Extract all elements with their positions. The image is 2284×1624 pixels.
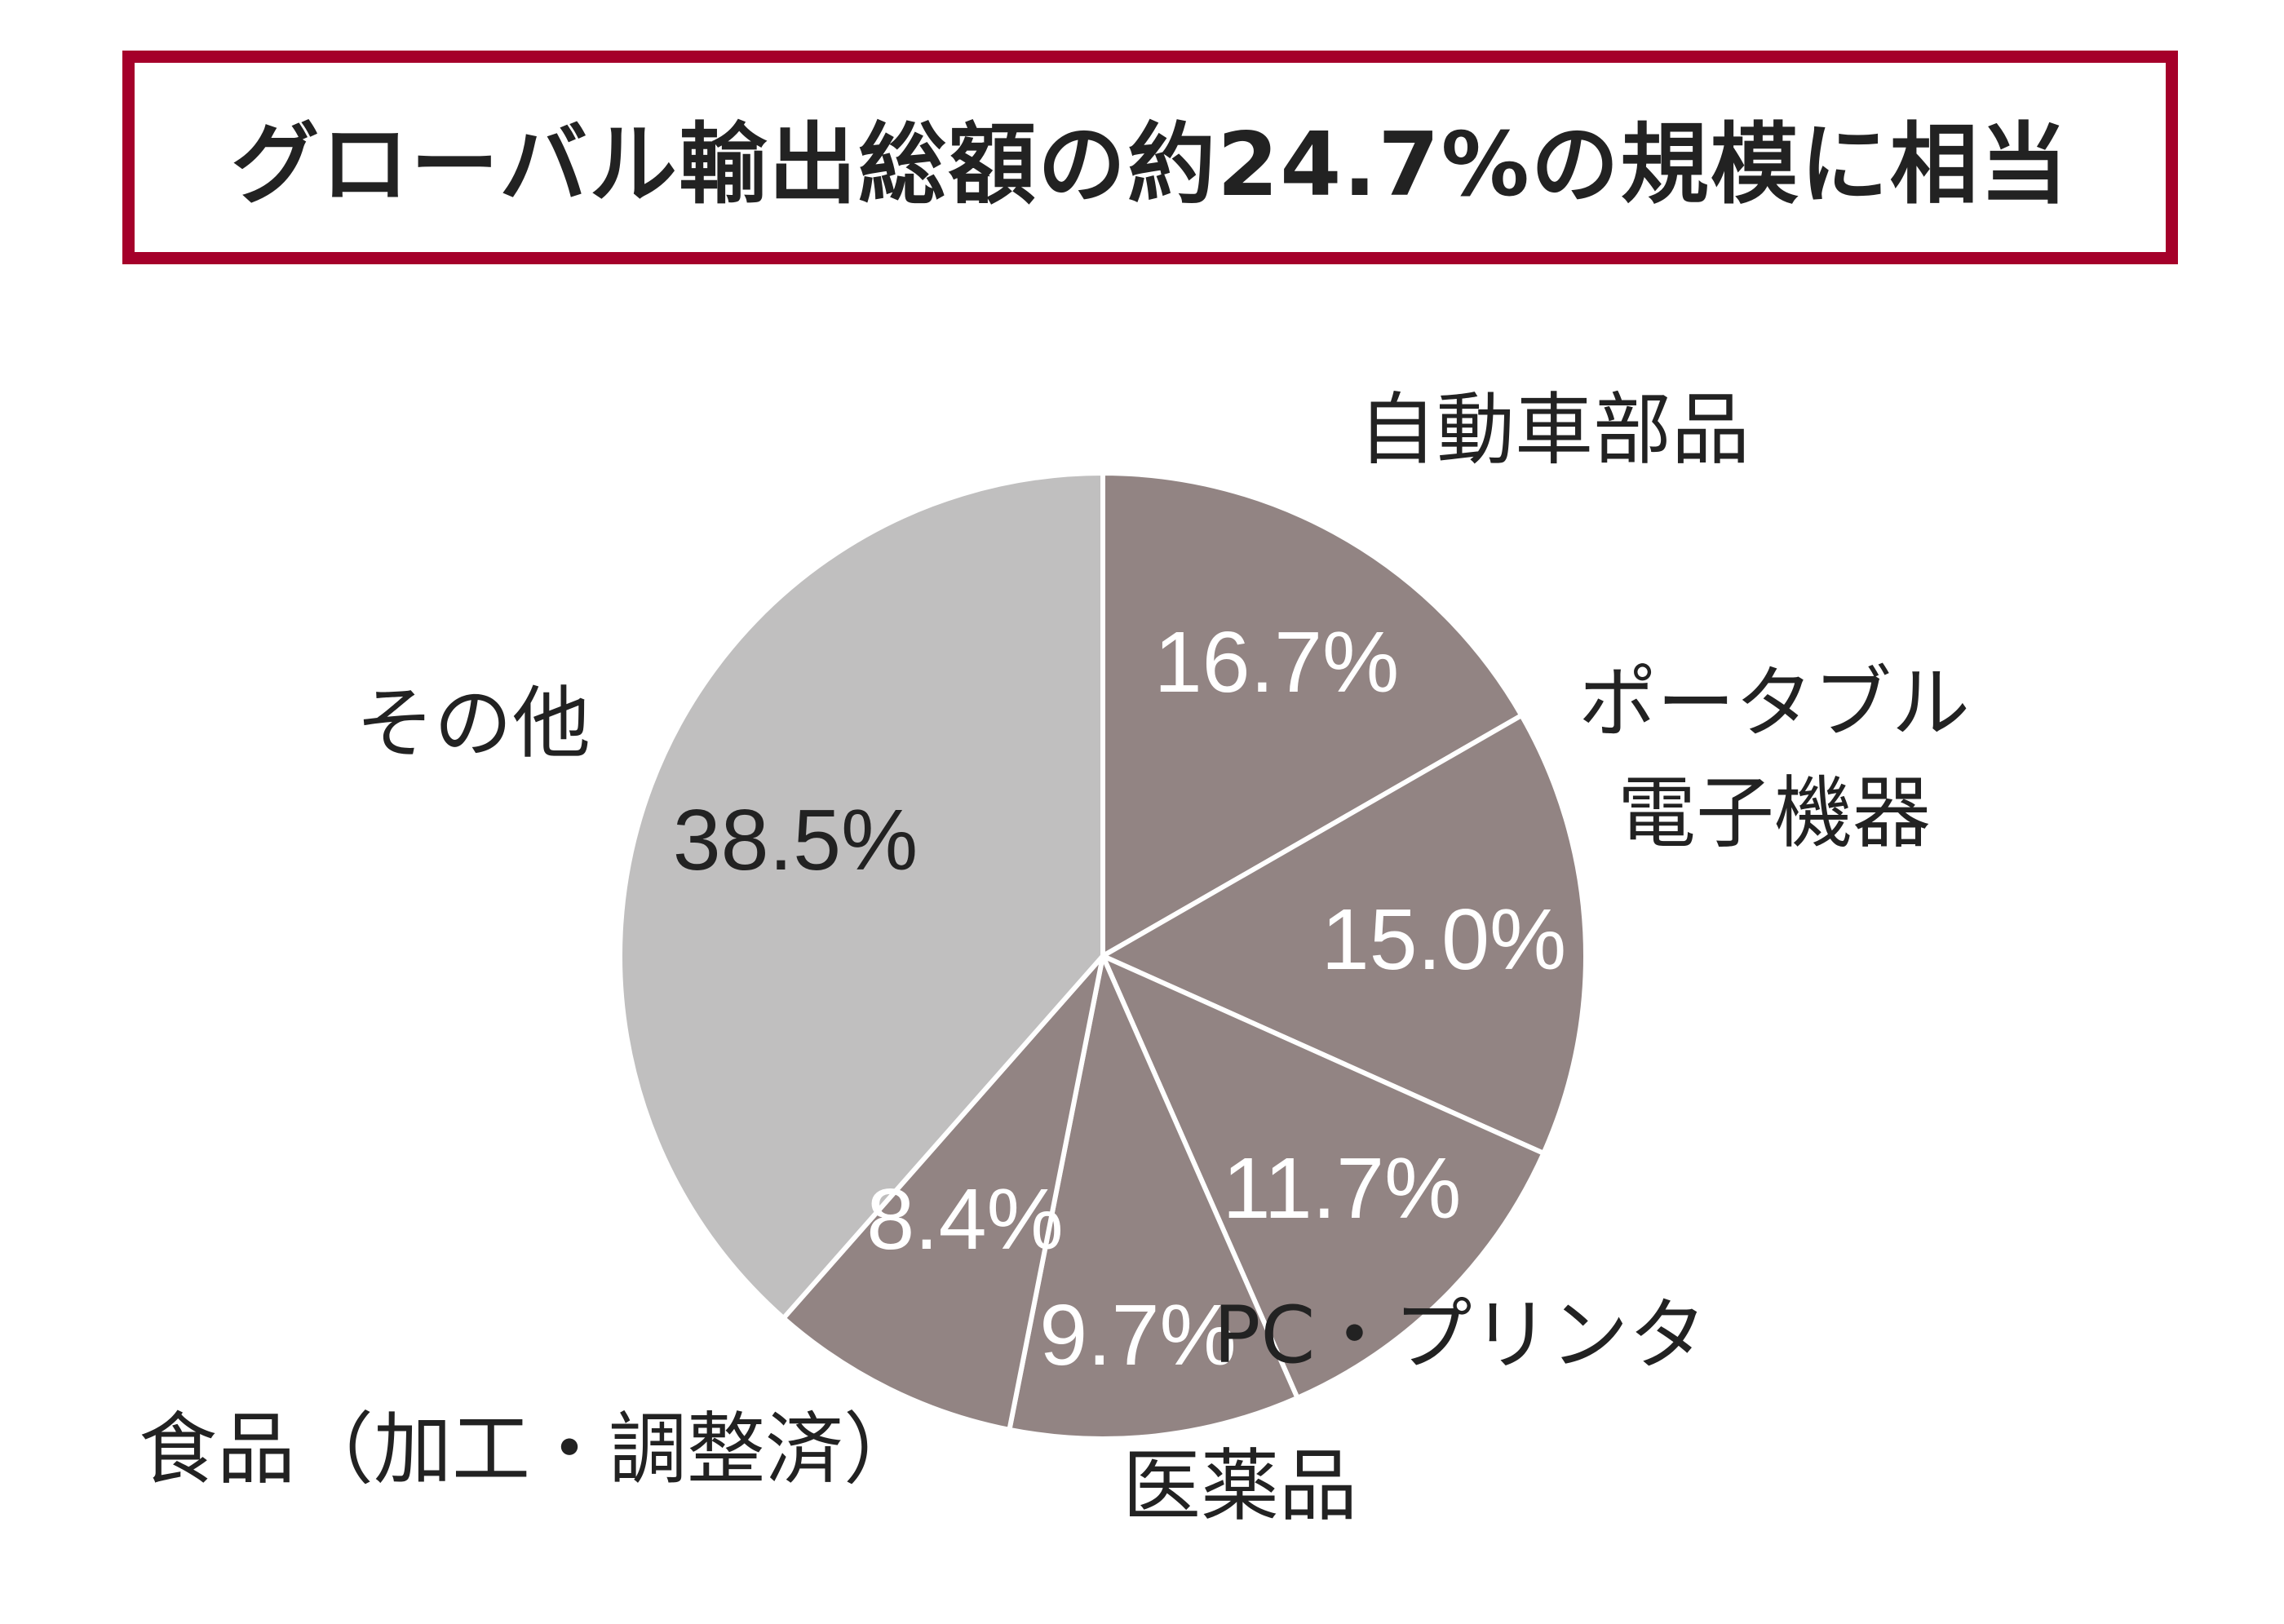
value-label: 8.4% (866, 1171, 1064, 1268)
category-label: その他 (356, 678, 591, 769)
category-label: 食品（加工・調整済） (139, 1404, 922, 1495)
pie-slices (617, 471, 1588, 1441)
category-label: PC・プリンタ (1214, 1290, 1707, 1381)
value-label: 9.7% (1039, 1287, 1237, 1383)
category-label: 自動車部品 (1358, 384, 1750, 476)
value-label: 38.5% (673, 792, 918, 888)
value-labels: 16.7% 15.0% 11.7% 9.7% 8.4% 38.5% (673, 614, 1567, 1383)
category-label: ポータブル電子機器 (1578, 657, 1970, 859)
value-label: 15.0% (1321, 892, 1567, 988)
chart-title: グローバル輸出総額の約24.7%の規模に相当 (231, 114, 2069, 216)
pie-slice (781, 954, 1105, 1432)
value-label: 16.7% (1154, 614, 1400, 710)
pie-slice (1100, 713, 1588, 1156)
pie-slice (617, 471, 1105, 1321)
category-label: 医薬品 (1122, 1440, 1357, 1532)
pie-slice (1100, 471, 1525, 958)
value-label: 11.7% (1223, 1140, 1462, 1237)
pie-slice (1100, 954, 1547, 1401)
title-banner: グローバル輸出総額の約24.7%の規模に相当 (122, 51, 2178, 264)
